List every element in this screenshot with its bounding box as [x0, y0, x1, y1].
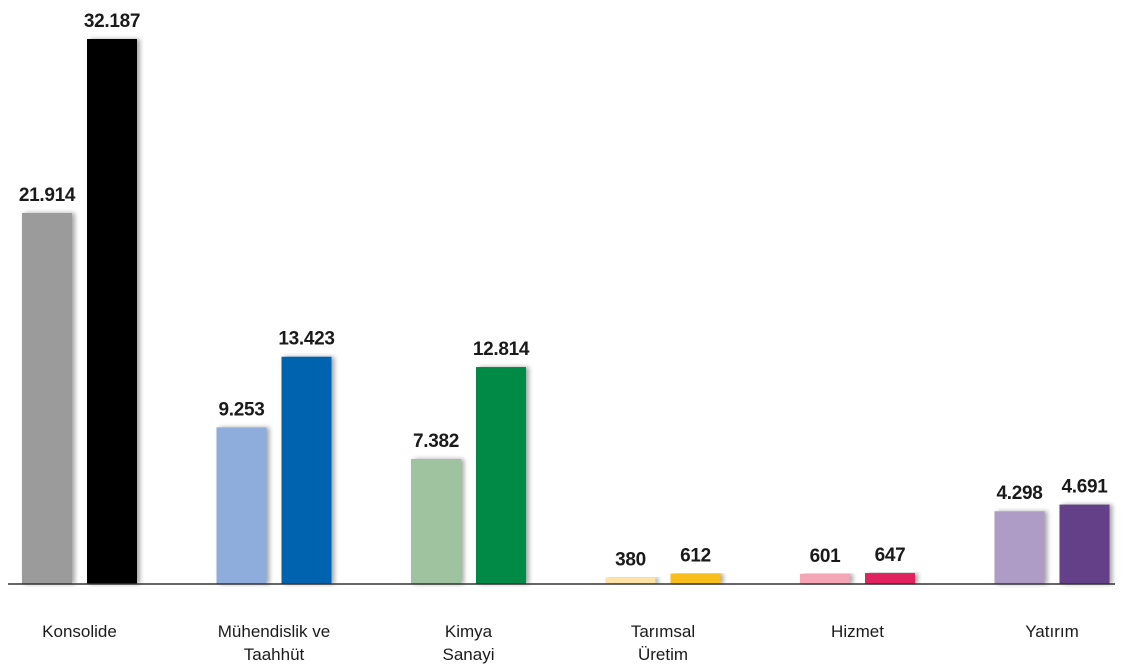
category-label-4: Hizmet: [831, 622, 884, 641]
bar-5-1: [1059, 504, 1110, 584]
bar-4-1: [865, 573, 915, 584]
data-label-1-0: 9.253: [218, 399, 264, 420]
data-label-2-1: 12.814: [473, 339, 530, 360]
data-label-3-0: 380: [615, 550, 646, 571]
category-label-0: Konsolide: [42, 622, 117, 641]
category-label-1: Mühendislik ve Taahhüt: [218, 622, 330, 664]
data-label-1-1: 13.423: [278, 329, 334, 350]
bar-0-0: [22, 212, 72, 584]
bar-2-0: [411, 459, 461, 584]
data-label-4-1: 647: [875, 545, 906, 566]
bar-5-0: [994, 511, 1045, 584]
data-label-0-0: 21.914: [19, 185, 76, 206]
category-label-3: Tarımsal Üretim: [631, 622, 695, 664]
data-label-5-1: 4.691: [1061, 477, 1108, 498]
data-label-5-0: 4.298: [996, 483, 1042, 504]
bars-layer: [22, 39, 1110, 584]
data-label-2-0: 7.382: [413, 431, 459, 452]
bar-4-0: [800, 573, 850, 584]
bar-1-0: [216, 427, 267, 584]
bar-1-1: [281, 356, 332, 584]
bar-2-1: [476, 367, 526, 584]
data-label-4-0: 601: [810, 546, 842, 567]
bar-3-1: [670, 573, 721, 584]
labels-layer: 21.914 32.187 Konsolide 9.253 13.423 Mühendis…: [19, 11, 1109, 664]
bar-3-0: [605, 577, 656, 584]
bar-0-1: [87, 39, 137, 584]
category-label-2: Kimya Sanayi: [443, 622, 495, 664]
data-label-0-1: 32.187: [84, 11, 140, 32]
category-label-5: Yatırım: [1025, 622, 1079, 641]
data-label-3-1: 612: [680, 546, 711, 567]
